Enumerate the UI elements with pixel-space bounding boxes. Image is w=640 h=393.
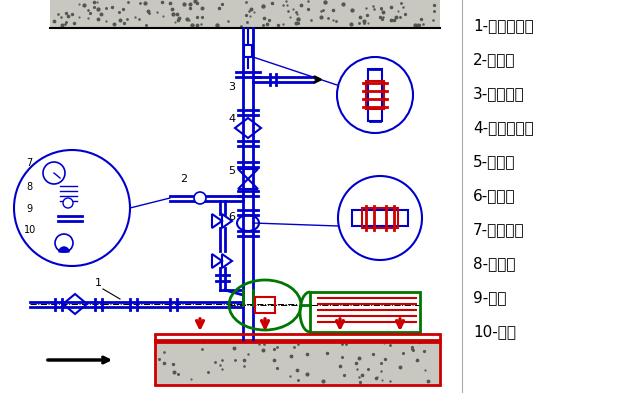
Text: 4-蝶阀或闸阀: 4-蝶阀或闸阀 <box>473 120 534 135</box>
Text: 2-压力表: 2-压力表 <box>473 52 515 67</box>
Text: 2: 2 <box>180 174 187 184</box>
Circle shape <box>194 192 206 204</box>
Circle shape <box>14 150 130 266</box>
Text: 5: 5 <box>228 166 235 176</box>
Circle shape <box>338 176 422 260</box>
Wedge shape <box>59 247 69 252</box>
Text: 4: 4 <box>228 114 235 124</box>
Circle shape <box>63 198 73 208</box>
Text: 3-弹性吊架: 3-弹性吊架 <box>473 86 525 101</box>
Text: 10-接头: 10-接头 <box>473 324 516 339</box>
Bar <box>310 292 420 332</box>
Text: 5-止回阀: 5-止回阀 <box>473 154 515 169</box>
Bar <box>155 334 440 342</box>
Text: 8: 8 <box>26 182 32 192</box>
Bar <box>155 340 440 385</box>
Circle shape <box>55 234 73 252</box>
Circle shape <box>337 57 413 133</box>
Text: 1: 1 <box>95 278 102 288</box>
Bar <box>352 210 408 226</box>
Text: 1-蝶阀或闸阀: 1-蝶阀或闸阀 <box>473 18 534 33</box>
Bar <box>366 81 384 109</box>
Bar <box>155 340 440 385</box>
Text: 3: 3 <box>228 82 235 92</box>
Bar <box>255 297 275 313</box>
Bar <box>244 45 252 57</box>
Circle shape <box>43 162 65 184</box>
Bar <box>368 69 382 121</box>
Text: 6: 6 <box>228 212 235 222</box>
Text: 7: 7 <box>26 158 32 168</box>
Text: 7-压力表盘: 7-压力表盘 <box>473 222 525 237</box>
Text: 10: 10 <box>24 225 36 235</box>
Bar <box>362 208 398 228</box>
Bar <box>50 0 440 28</box>
Text: 8-旋塞阀: 8-旋塞阀 <box>473 256 515 271</box>
Text: 6-软接头: 6-软接头 <box>473 188 516 203</box>
Text: 9-钢管: 9-钢管 <box>473 290 506 305</box>
Text: 9: 9 <box>26 204 32 214</box>
